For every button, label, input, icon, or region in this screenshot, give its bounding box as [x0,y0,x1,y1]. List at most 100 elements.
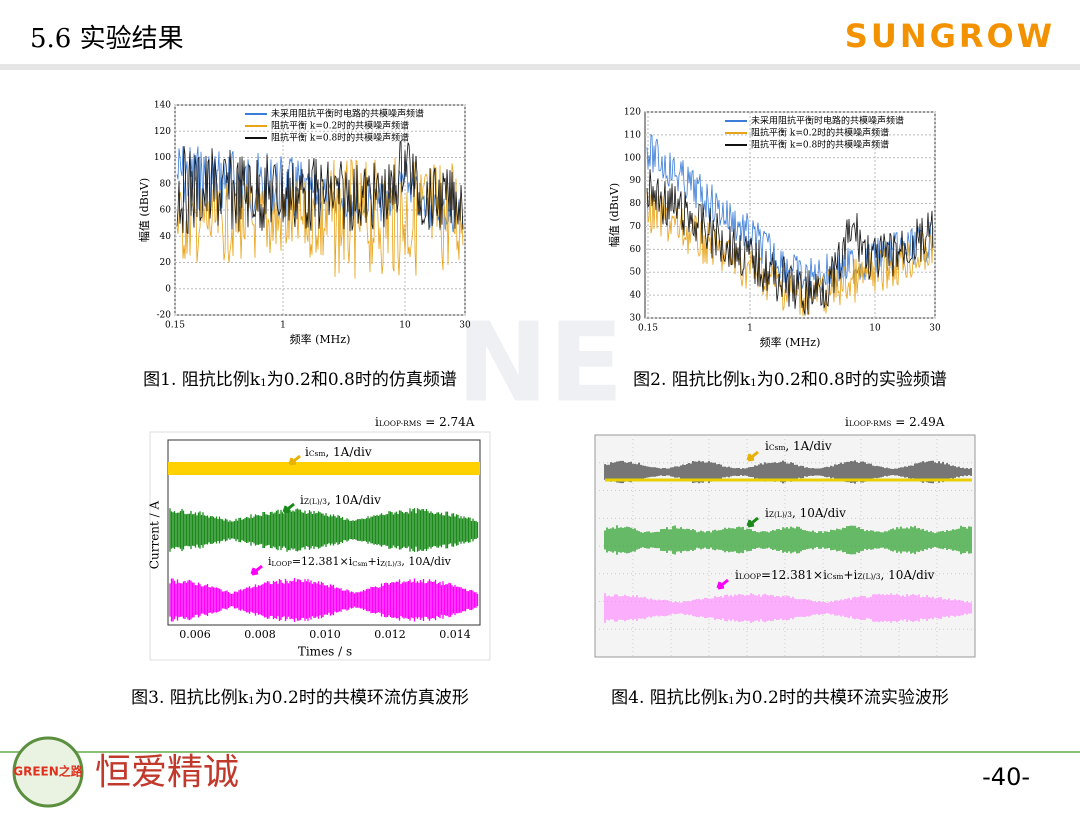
subscript: LOOP [272,560,293,568]
subscript: LOOP-RMS [379,419,422,428]
text-part: 图3. 阻抗比例k [131,688,249,708]
y-tick-label: 120 [624,108,641,118]
spectrum [646,169,934,315]
y-tick-label: 20 [160,258,172,268]
legend-label: 未采用阻抗平衡时电路的共模噪声频谱 [751,115,904,127]
rich-text: iLOOP-RMS = 2.49A [845,415,945,429]
subscript: Z(L)/3 [380,560,401,568]
x-tick-label: 0.008 [244,628,276,641]
subscript: LOOP-RMS [849,419,892,428]
text-part: i [305,445,309,459]
y-axis-label: 幅值 (dBuV) [608,183,621,247]
subscript: LOOP [739,572,761,581]
x-tick-label: 1 [747,324,753,334]
rich-text: 图1. 阻抗比例k1为0.2和0.8时的仿真频谱 [143,370,457,390]
waveform [169,578,479,622]
y-tick-label: -20 [157,311,172,321]
motto: 恒爱精诚 [95,752,239,793]
x-tick-label: 0.014 [439,628,471,641]
x-tick-label: 0.15 [638,324,658,334]
rich-text: 图2. 阻抗比例k1为0.2和0.8时的实验频谱 [633,370,947,390]
y-tick-label: 60 [160,206,172,216]
x-axis-label: 频率 (MHz) [760,335,821,349]
text-part: i [765,506,769,520]
y-tick-label: 30 [630,314,642,324]
text-part: 为0.2和0.8时的实验频谱 [757,370,947,390]
arrow [250,564,263,576]
x-tick-label: 0.006 [179,628,211,641]
text-part: i [845,415,849,429]
text-part: =12.381×i [292,555,353,568]
text-part: , 1A/div [325,445,371,459]
y-tick-label: 100 [154,153,171,163]
arrow [746,516,759,528]
text-part: =12.381×i [761,568,827,582]
subscript: Csm [827,572,844,581]
subscript: Csm [769,443,786,452]
text-part: 图4. 阻抗比例k [611,688,729,708]
text-part: 为0.2时的共模环流实验波形 [735,688,949,708]
header-rule [0,64,1080,70]
x-tick-label: 1 [280,321,286,331]
text-part: , 10A/div [401,555,451,568]
text-part: , 1A/div [785,439,831,453]
x-tick-label: 10 [869,324,881,334]
subscript: Csm [352,560,368,568]
logo-text: GREEN之路 [13,764,84,779]
rich-text: 图3. 阻抗比例k1为0.2时的共模环流仿真波形 [131,688,469,708]
subscript: 1 [750,377,757,389]
text-part: = 2.74A [421,415,474,429]
waveform [604,460,972,484]
x-axis-label: 频率 (MHz) [290,332,351,346]
legend-label: 阻抗平衡 k=0.8时的共模噪声频谱 [271,132,409,144]
subscript: 1 [260,377,267,389]
y-tick-label: 40 [630,291,642,301]
y-tick-label: 40 [160,232,172,242]
text-part: i [268,555,272,568]
y-tick-label: 80 [630,199,642,209]
spectrum [176,140,464,235]
subscript: Csm [309,449,326,458]
text-part: = 2.49A [891,415,944,429]
y-tick-label: 50 [630,268,642,278]
y-tick-label: 70 [630,222,642,232]
waveform [604,525,972,555]
rich-text: iCsm, 1A/div [765,439,832,453]
y-tick-label: 140 [154,101,171,111]
y-axis-label: 幅值 (dBuV) [138,178,151,242]
arrow [746,450,759,462]
subscript: 1 [248,695,255,707]
x-tick-label: 0.15 [165,321,185,331]
rich-text: iZ(L)/3, 10A/div [300,493,381,507]
text-part: 为0.2和0.8时的仿真频谱 [267,370,457,390]
x-tick-label: 30 [929,324,941,334]
legend-label: 阻抗平衡 k=0.2时的共模噪声频谱 [751,127,889,139]
waveform [168,462,480,475]
text-part: 图1. 阻抗比例k [143,370,261,390]
subscript: Z(L)/3 [769,510,792,519]
y-tick-label: 0 [165,284,171,294]
arrow [288,454,301,466]
rich-text: 图4. 阻抗比例k1为0.2时的共模环流实验波形 [611,688,949,708]
x-tick-label: 10 [399,321,411,331]
legend-label: 阻抗平衡 k=0.2时的共模噪声频谱 [271,120,409,132]
logo [12,736,84,808]
text-part: , 10A/div [327,493,381,507]
rich-text: iLOOP=12.381×iCsm+iZ(L)/3, 10A/div [735,568,935,582]
x-tick-label: 30 [459,321,471,331]
text-part: 图2. 阻抗比例k [633,370,751,390]
watermark: NE [456,298,623,426]
x-axis-label: Times / s [298,645,352,659]
page-number: -40- [982,763,1030,791]
subscript: Z(L)/3 [857,572,880,581]
y-axis-label: Current / A [148,500,162,569]
y-tick-label: 60 [630,245,642,255]
text-part: , 10A/div [792,506,846,520]
rich-text: iLOOP-RMS = 2.74A [375,415,475,429]
slide-title: 5.6 实验结果 [30,24,184,54]
rich-text: iLOOP=12.381×iCsm+iZ(L)/3, 10A/div [268,555,452,568]
text-part: i [765,439,769,453]
x-tick-label: 0.010 [309,628,341,641]
